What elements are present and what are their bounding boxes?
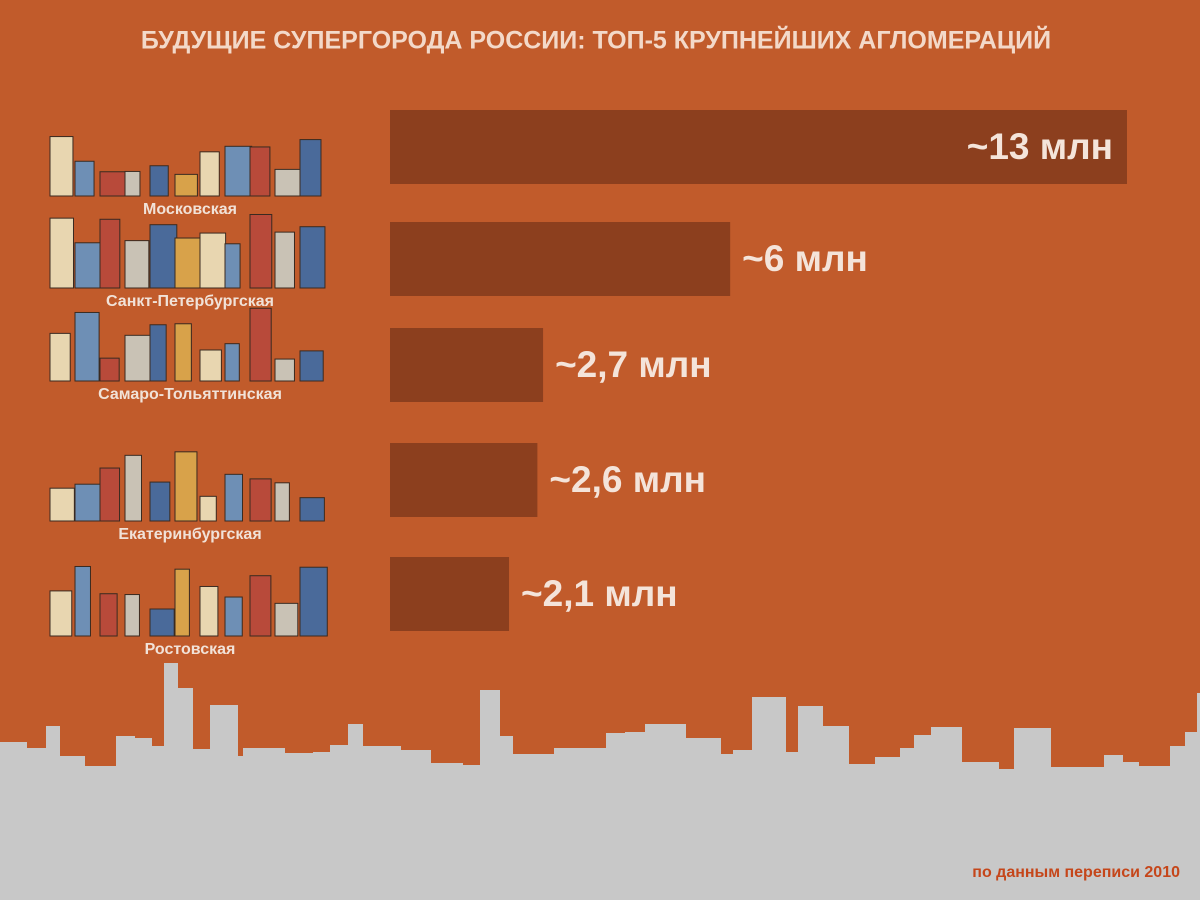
bar: [390, 110, 1127, 184]
city-illustration: [149, 324, 167, 382]
value-label: ~2,7 млн: [555, 344, 712, 385]
city-illustration: [249, 575, 272, 637]
category-label: Самаро-Тольяттинская: [98, 386, 282, 403]
city-illustration: [274, 602, 299, 637]
city-illustration: [124, 334, 154, 382]
city-illustration: [174, 451, 198, 522]
city-illustration: [249, 307, 272, 382]
city-illustration: [149, 608, 175, 637]
city-illustration: [49, 136, 74, 197]
city-illustration: [224, 343, 240, 382]
city-illustration: [124, 240, 150, 289]
city-illustration: [174, 568, 190, 637]
city-illustration: [224, 473, 244, 522]
city-illustration: [124, 594, 140, 637]
city-illustration: [149, 481, 171, 522]
value-label: ~2,1 млн: [521, 573, 678, 614]
city-illustration: [49, 332, 71, 382]
city-illustration: [99, 593, 118, 637]
city-illustration: [99, 218, 121, 289]
city-illustration: [99, 467, 121, 522]
city-illustration: [299, 566, 328, 637]
chart-title: БУДУЩИЕ СУПЕРГОРОДА РОССИИ: ТОП-5 КРУПНЕ…: [141, 25, 1051, 55]
city-illustration: [224, 145, 253, 197]
city-illustration: [149, 224, 178, 289]
city-illustration: [74, 565, 91, 637]
value-label: ~6 млн: [742, 238, 868, 279]
city-illustration: [74, 242, 104, 289]
city-illustration: [249, 478, 272, 522]
city-illustration: [199, 151, 220, 197]
city-illustration: [124, 170, 141, 197]
bar: [390, 328, 544, 402]
city-illustration: [299, 139, 322, 197]
city-illustration: [149, 165, 169, 197]
value-label: ~13 млн: [967, 126, 1113, 167]
city-illustration: [174, 173, 198, 197]
city-illustration: [49, 487, 75, 522]
category-label: Санкт-Петербургская: [106, 293, 274, 310]
city-illustration: [174, 237, 204, 289]
city-illustration: [274, 358, 295, 382]
city-illustration: [249, 146, 271, 197]
city-illustration: [299, 226, 326, 289]
city-illustration: [99, 357, 120, 382]
city-illustration: [199, 232, 227, 289]
value-label: ~2,6 млн: [549, 459, 706, 500]
city-illustration: [74, 483, 103, 522]
category-label: Ростовская: [145, 641, 236, 658]
city-illustration: [274, 231, 295, 289]
city-illustration: [299, 350, 324, 382]
city-illustration: [249, 213, 273, 289]
city-illustration: [74, 311, 100, 382]
city-illustration: [199, 585, 219, 637]
city-illustration: [199, 495, 217, 522]
city-illustration: [224, 596, 243, 637]
city-illustration: [174, 323, 192, 382]
city-illustration: [49, 217, 74, 289]
category-label: Московская: [143, 201, 237, 218]
city-illustration: [274, 482, 290, 522]
city-illustration: [199, 349, 222, 382]
city-illustration: [49, 590, 73, 637]
bar: [390, 557, 510, 631]
skyline-base: [0, 805, 1200, 900]
city-illustration: [99, 171, 127, 197]
bar: [390, 443, 538, 517]
city-illustration: [74, 160, 95, 197]
category-label: Екатеринбургская: [118, 526, 261, 543]
skyline: [0, 663, 1200, 900]
bar: [390, 222, 731, 296]
city-illustration: [274, 168, 303, 197]
city-illustration: [224, 243, 241, 289]
city-illustration: [299, 497, 325, 522]
source-note: по данным переписи 2010: [972, 864, 1180, 881]
city-illustration: [124, 454, 142, 522]
